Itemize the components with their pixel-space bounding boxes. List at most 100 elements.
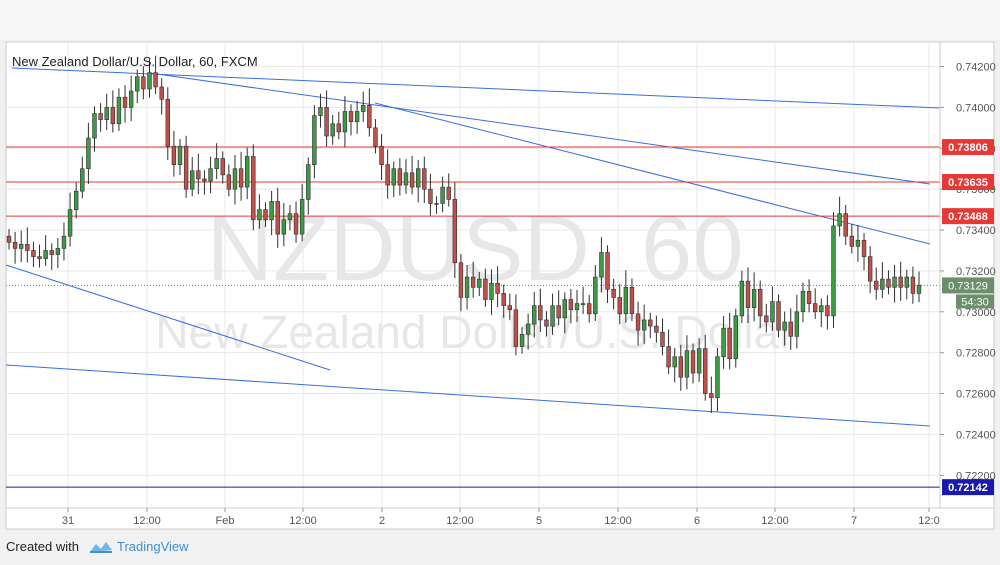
candle-body (177, 145, 183, 165)
candle-body (867, 256, 873, 282)
candle-body (599, 252, 604, 278)
candle-body (403, 172, 409, 186)
candle-body (464, 276, 470, 298)
candle-body (751, 289, 757, 309)
candle-body (434, 203, 439, 205)
candle-body (513, 309, 519, 347)
candle-body (31, 250, 36, 257)
candle-body (849, 235, 855, 247)
x-tick-label: 12:00 (446, 515, 474, 527)
candle-body (397, 168, 403, 186)
y-tick-label: 0.74000 (956, 102, 996, 114)
candle-body (593, 276, 598, 315)
candle-body (489, 282, 494, 300)
tradingview-link[interactable]: TradingView (117, 539, 189, 554)
candle-body (55, 248, 61, 255)
candle-body (452, 199, 458, 264)
candle-body (263, 209, 268, 221)
candle-body (238, 168, 244, 188)
candle-body (269, 201, 274, 221)
x-tick-label: 2 (379, 515, 385, 527)
candle-body (812, 303, 818, 313)
candle-body (660, 331, 665, 347)
candle-body (672, 356, 677, 368)
time-axis: 31 12:00 Feb 12:00 2 12:00 5 12:00 6 12:00 7 12:0 (62, 508, 940, 527)
candle-body (281, 219, 287, 235)
candle-body (892, 276, 897, 288)
candle-body (12, 241, 18, 249)
candle-body (287, 213, 293, 221)
countdown-tag (956, 294, 994, 309)
candle-body (232, 168, 238, 190)
candle-body (666, 346, 671, 368)
candle-body (373, 127, 378, 147)
candle-body (391, 168, 396, 186)
horizontal-levels (6, 146, 940, 488)
candle-body (171, 145, 177, 165)
last-price-label: 0.73129 (948, 280, 988, 292)
candle-body (324, 107, 329, 137)
candle-body (67, 209, 73, 237)
level-price-label: 0.73806 (948, 142, 988, 154)
candle-body (153, 72, 158, 88)
candle-body (6, 235, 12, 243)
candle-body (299, 199, 305, 235)
candle-body (495, 282, 500, 294)
last-price-tag (942, 277, 994, 294)
y-tick-label: 0.73000 (956, 307, 996, 319)
candle-body (800, 291, 806, 313)
candle-body (617, 297, 622, 315)
candle-body (141, 76, 146, 90)
candle-body (342, 111, 348, 133)
candle-body (855, 239, 861, 247)
candle-body (507, 305, 512, 311)
watermark-name: New Zealand Dollar/U.S. Dollar (155, 306, 794, 358)
candle-body (825, 305, 830, 317)
candle-body (348, 111, 354, 123)
chart-title: New Zealand Dollar/U.S. Dollar, 60, FXCM (12, 54, 258, 69)
candle-body (703, 348, 708, 394)
x-tick-label: 31 (62, 515, 74, 527)
candle-body (183, 145, 189, 190)
candle-body (898, 276, 903, 288)
candle-body (721, 327, 726, 358)
tradingview-logo-icon[interactable] (88, 538, 114, 556)
candle-body (477, 278, 482, 288)
candle-body (257, 209, 262, 221)
candle-body (379, 145, 384, 165)
candle-body (147, 72, 152, 90)
candle-body (861, 239, 867, 257)
x-tick-label: 12:0 (918, 515, 939, 527)
candle-body (367, 105, 372, 129)
candle-body (819, 305, 824, 313)
x-tick-label: 7 (851, 515, 857, 527)
candle-body (25, 244, 30, 251)
candle-body (165, 98, 170, 147)
candle-body (251, 156, 256, 221)
candle-body (330, 123, 335, 137)
x-tick-label: 5 (536, 515, 542, 527)
candle-body (776, 301, 781, 331)
candle-body (458, 262, 464, 298)
candle-body (770, 301, 775, 323)
candle-body (886, 278, 891, 288)
candle-body (715, 356, 720, 398)
candle-body (80, 168, 85, 192)
candle-body (806, 291, 812, 304)
candle-body (312, 115, 317, 165)
candle-body (244, 156, 250, 188)
candle-body (220, 158, 225, 176)
candle-body (733, 315, 738, 360)
candle-body (538, 305, 543, 321)
trendline (149, 72, 931, 185)
candle-body (623, 286, 629, 315)
candle-body (275, 201, 280, 235)
price-labels: 0.73806 0.73635 0.73468 0.72142 0.73129 54:30 (942, 139, 994, 496)
candle-body (904, 276, 909, 288)
candle-body (92, 113, 97, 139)
trendlines (5, 67, 941, 427)
candle-body (562, 299, 567, 319)
candle-body (544, 319, 549, 327)
level-price-tag (942, 139, 994, 156)
candles (6, 55, 922, 413)
